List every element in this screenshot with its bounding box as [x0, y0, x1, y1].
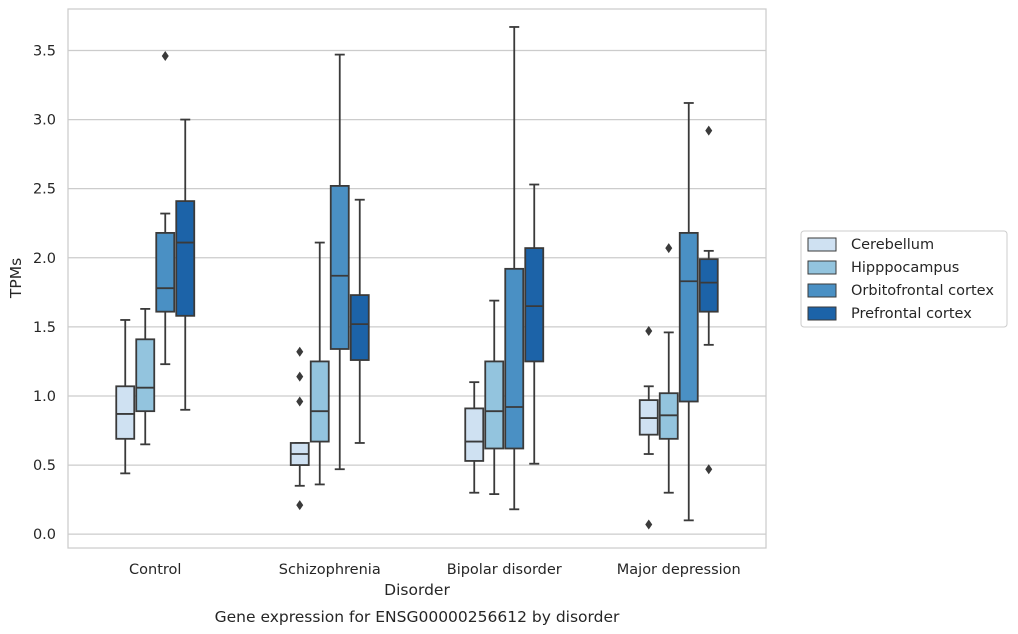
plot-area-frame	[67, 8, 767, 549]
y-axis-label: TPMs	[7, 258, 25, 299]
box-iqr	[155, 231, 176, 313]
box-iqr	[464, 407, 485, 462]
y-tick-label: 2.0	[33, 251, 56, 267]
legend-swatch	[807, 237, 837, 252]
box-hipppocampus	[135, 308, 156, 446]
y-axis-ticks: 0.0 0.5 1.0 1.5 2.0 2.5 3.0 3.5	[33, 43, 56, 543]
x-axis-label: Disorder	[384, 581, 450, 599]
box-prefrontal-cortex	[349, 198, 370, 444]
box-iqr	[135, 338, 156, 413]
box-iqr	[329, 185, 350, 350]
y-tick-label: 3.5	[33, 43, 56, 59]
gridlines	[68, 49, 766, 535]
outlier-point	[665, 243, 673, 254]
y-tick-label: 0.0	[33, 527, 56, 543]
box-orbitofrontal-cortex	[678, 102, 699, 522]
box-iqr	[678, 231, 699, 403]
outlier-point	[161, 50, 169, 61]
y-tick-label: 3.0	[33, 113, 56, 129]
box-iqr	[115, 385, 136, 440]
x-tick-label: Major depression	[617, 562, 741, 578]
y-tick-label: 1.0	[33, 389, 56, 405]
chart-caption: Gene expression for ENSG00000256612 by d…	[215, 608, 620, 626]
box-cerebellum	[289, 346, 310, 511]
legend-frame	[800, 230, 1008, 328]
outlier-point	[296, 346, 304, 357]
legend: Cerebellum Hipppocampus Orbitofrontal cort…	[800, 230, 1008, 328]
legend-swatch	[807, 306, 837, 321]
legend-label: Cerebellum	[851, 237, 934, 253]
box-prefrontal-cortex	[698, 125, 719, 475]
box-iqr	[524, 247, 545, 363]
y-tick-label: 2.5	[33, 182, 56, 198]
box-iqr	[309, 360, 330, 443]
box-iqr	[484, 360, 505, 450]
box-orbitofrontal-cortex	[155, 50, 176, 366]
outlier-point	[645, 326, 653, 337]
outlier-point	[705, 464, 713, 475]
box-groups	[115, 26, 719, 530]
legend-label: Hipppocampus	[851, 260, 959, 276]
box-prefrontal-cortex	[175, 118, 196, 411]
x-axis-ticks: Control Schizophrenia Bipolar disorder Majo…	[129, 562, 741, 578]
box-cerebellum	[115, 319, 136, 475]
outlier-point	[645, 519, 653, 530]
legend-label: Prefrontal cortex	[851, 306, 972, 322]
box-prefrontal-cortex	[524, 183, 545, 465]
legend-swatch	[807, 283, 837, 298]
legend-label: Orbitofrontal cortex	[851, 283, 994, 299]
x-tick-label: Control	[129, 562, 181, 578]
box-iqr	[349, 294, 370, 361]
box-iqr	[175, 200, 196, 317]
y-tick-label: 1.5	[33, 320, 56, 336]
outlier-point	[705, 125, 713, 136]
box-cerebellum	[638, 326, 659, 530]
box-hipppocampus	[309, 241, 330, 486]
x-tick-label: Bipolar disorder	[447, 562, 562, 578]
box-cerebellum	[464, 381, 485, 494]
x-tick-label: Schizophrenia	[279, 562, 381, 578]
box-orbitofrontal-cortex	[329, 53, 350, 471]
y-tick-label: 0.5	[33, 458, 56, 474]
box-orbitofrontal-cortex	[504, 26, 525, 511]
box-iqr	[504, 267, 525, 450]
outlier-point	[296, 396, 304, 407]
box-hipppocampus	[658, 243, 679, 494]
outlier-point	[296, 500, 304, 511]
legend-swatch	[807, 260, 837, 275]
outlier-point	[296, 371, 304, 382]
box-iqr	[698, 258, 719, 313]
box-hipppocampus	[484, 299, 505, 496]
